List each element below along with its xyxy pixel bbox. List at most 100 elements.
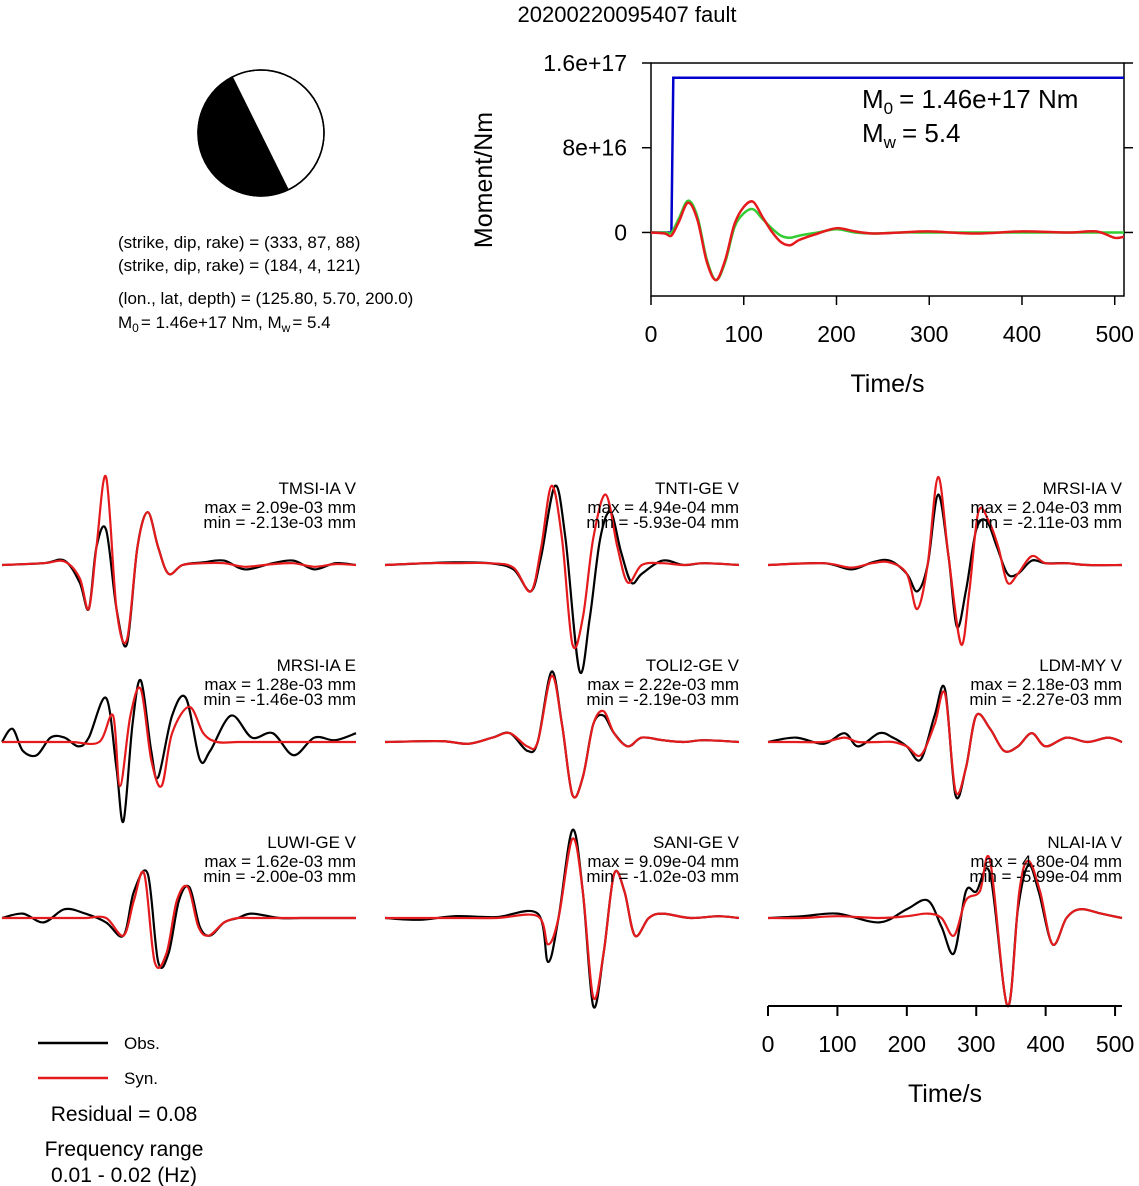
moment-x-tick-label: 400: [1003, 321, 1041, 347]
moment-x-tick-label: 500: [1096, 321, 1134, 347]
station-min: min = -5.93e-04 mm: [586, 513, 739, 532]
observed-trace: [1, 678, 357, 824]
station-name: LDM-MY V: [1039, 656, 1122, 675]
station-min: min = -1.02e-03 mm: [586, 867, 739, 886]
legend: Obs. Syn.: [38, 1034, 160, 1088]
synthetic-trace: [385, 837, 740, 1001]
moment-x-axis-label: Time/s: [850, 370, 924, 398]
station-name: TOLI2-GE V: [646, 656, 740, 675]
station-name: SANI-GE V: [653, 833, 740, 852]
moment-x-tick-label: 0: [645, 321, 658, 347]
station-min: min = -1.46e-03 mm: [203, 690, 356, 709]
station-max: max = 2.04e-03 mm: [970, 498, 1122, 517]
station-min: min = -2.11e-03 mm: [971, 513, 1122, 532]
station-min: min = -2.27e-03 mm: [969, 690, 1122, 709]
station-max: max = 1.28e-03 mm: [204, 675, 356, 694]
moment-y-tick-label: 0: [614, 219, 627, 245]
station-min: min = -5.99e-04 mm: [969, 867, 1122, 886]
moment-function-panel: 0 100 200 300 400 500 0 8e+16 1.6e+17 Time/s Momen…: [470, 50, 1134, 398]
station-name: MRSI-IA E: [277, 656, 356, 675]
synthetic-trace: [384, 484, 740, 650]
synthetic-trace: [767, 855, 1123, 1008]
waveform-x-tick-label: 400: [1026, 1031, 1064, 1057]
station-max: max = 1.62e-03 mm: [204, 852, 356, 871]
station-min: min = -2.19e-03 mm: [586, 690, 739, 709]
synthetic-trace: [384, 674, 740, 799]
m0-subscript: 0: [132, 321, 139, 335]
frequency-range-value: 0.01 - 0.02 (Hz): [51, 1164, 197, 1186]
moment-y-axis-label: Moment/Nm: [470, 112, 498, 248]
legend-obs-label: Obs.: [124, 1034, 160, 1053]
moment-mw-annotation: Mw = 5.4: [862, 118, 961, 152]
waveform-x-tick-label: 0: [762, 1031, 775, 1057]
moment-series-line: [650, 200, 1125, 282]
mw-annotation-subscript: w: [883, 133, 897, 152]
station-min: min = -2.13e-03 mm: [203, 513, 356, 532]
residual-value: Residual = 0.08: [51, 1103, 198, 1126]
frequency-range-label: Frequency range: [45, 1138, 204, 1161]
moment-x-tick-label: 100: [725, 321, 763, 347]
mw-annotation-value: = 5.4: [902, 118, 961, 148]
m0-annotation-symbol: M: [862, 84, 884, 114]
station-max: max = 4.94e-04 mm: [587, 498, 739, 517]
synthetic-trace: [1, 474, 357, 645]
moment-y-tick-label: 1.6e+17: [543, 50, 627, 76]
station-name: LUWI-GE V: [267, 833, 356, 852]
hypocenter-location: (lon., lat, depth) = (125.80, 5.70, 200.…: [118, 289, 413, 308]
synthetic-trace: [767, 690, 1123, 796]
m0-value: = 1.46e+17 Nm, M: [141, 313, 282, 332]
waveform-x-tick-label: 100: [818, 1031, 856, 1057]
station-name: NLAI-IA V: [1047, 833, 1122, 852]
station-max: max = 2.22e-03 mm: [587, 675, 739, 694]
waveform-x-tick-label: 300: [957, 1031, 995, 1057]
m0-annotation-value: = 1.46e+17 Nm: [899, 84, 1078, 114]
synthetic-trace: [2, 870, 356, 969]
observed-trace: [767, 493, 1123, 629]
station-max: max = 2.18e-03 mm: [970, 675, 1122, 694]
moment-magnitude-summary: M0 = 1.46e+17 Nm, Mw = 5.4: [118, 313, 331, 335]
station-max: max = 2.09e-03 mm: [204, 498, 356, 517]
figure-title: 20200220095407 fault: [518, 2, 737, 27]
m0-symbol: M: [118, 313, 132, 332]
nodal-plane-1: (strike, dip, rake) = (333, 87, 88): [118, 233, 360, 252]
mw-subscript: w: [281, 321, 291, 335]
moment-y-tick-label: 8e+16: [562, 135, 627, 161]
m0-annotation-subscript: 0: [884, 99, 893, 118]
observed-trace: [767, 863, 1123, 1008]
focal-mechanism-beachball: [197, 69, 325, 197]
moment-m0-annotation: M0 = 1.46e+17 Nm: [862, 84, 1078, 118]
waveform-x-tick-label: 200: [888, 1031, 926, 1057]
station-max: max = 9.09e-04 mm: [587, 852, 739, 871]
station-name: TMSI-IA V: [279, 479, 357, 498]
waveform-time-axis: 0 100 200 300 400 500 Time/s: [762, 1005, 1134, 1108]
beachball-compressional-quadrant: [197, 77, 289, 197]
nodal-plane-2: (strike, dip, rake) = (184, 4, 121): [118, 256, 360, 275]
legend-syn-label: Syn.: [124, 1069, 158, 1088]
station-max: max = 4.80e-04 mm: [970, 852, 1122, 871]
mw-value: = 5.4: [292, 313, 330, 332]
moment-x-tick-label: 300: [910, 321, 948, 347]
observed-trace: [1, 869, 356, 969]
waveform-x-tick-label: 500: [1096, 1031, 1134, 1057]
observed-trace: [1, 511, 357, 648]
mw-annotation-symbol: M: [862, 118, 884, 148]
moment-plot-frame: [650, 62, 1125, 297]
station-name: TNTI-GE V: [655, 479, 740, 498]
station-name: MRSI-IA V: [1043, 479, 1123, 498]
synthetic-trace: [1, 686, 356, 788]
station-min: min = -2.00e-03 mm: [203, 867, 356, 886]
waveform-x-axis-label: Time/s: [908, 1080, 982, 1108]
synthetic-trace: [767, 475, 1123, 646]
moment-x-tick-label: 200: [817, 321, 855, 347]
